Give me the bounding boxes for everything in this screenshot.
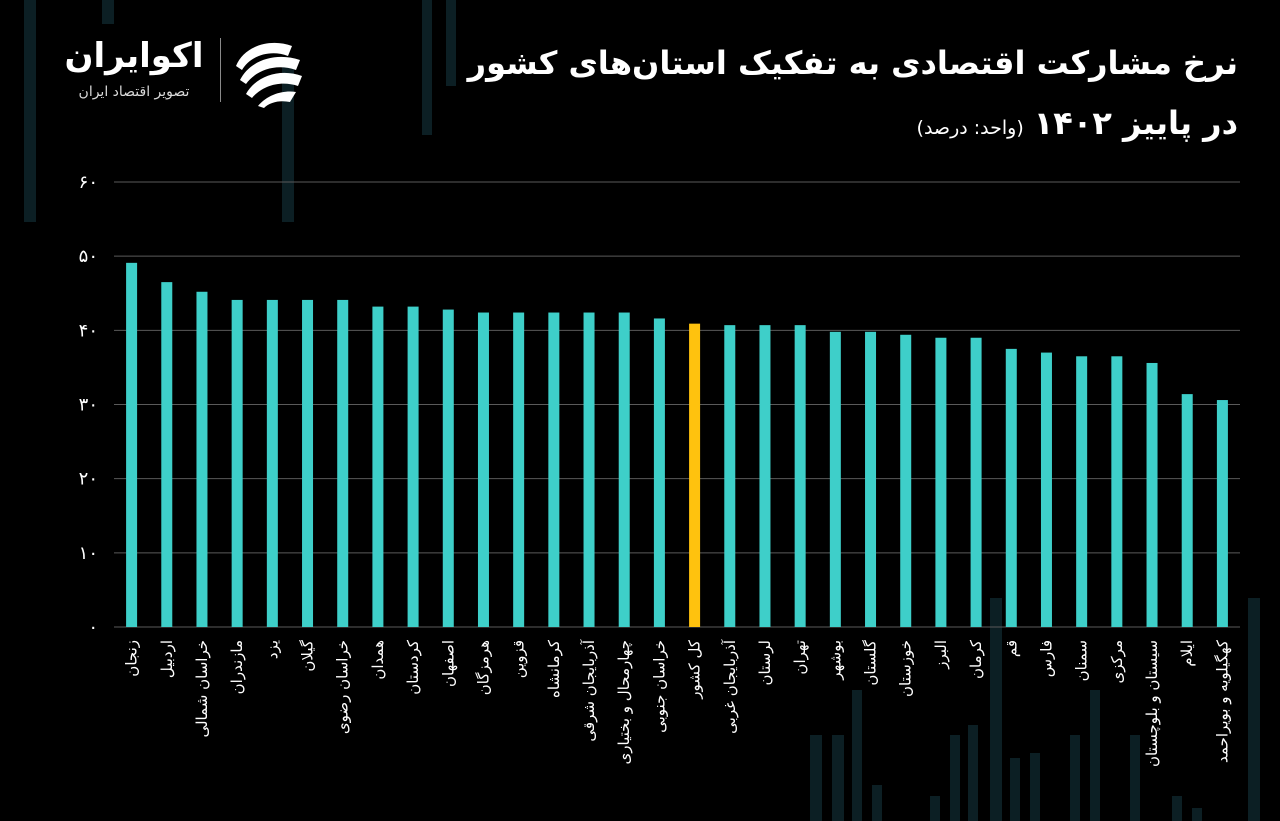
x-category-label: آذربایجان غربی — [721, 639, 739, 734]
bar — [900, 334, 912, 627]
bar — [970, 337, 982, 627]
bar — [583, 312, 595, 627]
bar — [865, 331, 877, 627]
x-category-label: خراسان رضوی — [334, 640, 352, 734]
x-category-label: کهگیلویه و بویراحمد — [1213, 639, 1231, 763]
x-category-label: البرز — [932, 640, 950, 670]
brand-name: اکوایران — [64, 36, 204, 76]
bar — [372, 306, 384, 627]
bar — [407, 306, 419, 627]
x-category-label: چهارمحال و بختیاری — [615, 640, 633, 764]
bar — [161, 282, 173, 627]
x-category-label: خراسان شمالی — [193, 640, 211, 738]
bar — [548, 312, 560, 627]
bar — [477, 312, 489, 627]
y-tick-label: ۵۰ — [79, 246, 98, 267]
bars — [126, 262, 1228, 627]
grid-lines — [114, 181, 1240, 628]
bar — [196, 291, 208, 627]
y-tick-label: ۴۰ — [79, 320, 98, 341]
chart-title-line2: در پاییز ۱۴۰۲ — [1033, 104, 1238, 142]
x-category-label: بوشهر — [826, 640, 844, 681]
x-category-label: کردستان — [404, 639, 422, 695]
bar — [442, 309, 454, 627]
x-category-label: سمنان — [1073, 640, 1091, 681]
y-tick-label: ۶۰ — [79, 172, 98, 193]
chart-unit-label: (واحد: درصد) — [916, 117, 1024, 139]
x-category-label: کرمانشاه — [545, 639, 563, 698]
bar — [302, 299, 314, 627]
bar — [724, 325, 736, 627]
x-category-label: کرمان — [967, 639, 985, 679]
x-category-label: قزوین — [510, 640, 528, 678]
bar — [1181, 394, 1193, 627]
x-category-label: گلستان — [862, 639, 880, 685]
x-category-label: ایلام — [1178, 640, 1196, 667]
x-category-label: زنجان — [123, 640, 141, 677]
bar-highlight — [689, 323, 701, 627]
bar — [794, 325, 806, 627]
x-category-label: اصفهان — [439, 640, 457, 687]
brand-subtitle: تصویر اقتصاد ایران — [78, 84, 190, 100]
x-category-label: سیستان و بلوچستان — [1143, 640, 1161, 767]
bar — [1216, 400, 1228, 627]
bar — [1111, 356, 1123, 627]
bar — [653, 318, 665, 627]
bar — [1005, 348, 1017, 627]
x-category-label: هرمزگان — [474, 640, 492, 695]
x-category-label: اردبیل — [158, 640, 176, 678]
bar — [1146, 362, 1158, 627]
x-category-label: همدان — [369, 640, 387, 680]
chart-title-line1: نرخ مشارکت اقتصادی به تفکیک استان‌های کش… — [467, 44, 1238, 82]
bar — [231, 299, 243, 627]
bar — [513, 312, 525, 627]
x-category-label: تهران — [791, 640, 809, 675]
bar — [1040, 352, 1052, 627]
chart-title-line2-wrap: در پاییز ۱۴۰۲ (واحد: درصد) — [917, 104, 1238, 142]
x-category-label: خوزستان — [897, 640, 915, 697]
x-category-label: خراسان جنوبی — [650, 640, 668, 733]
x-category-label: مازندران — [228, 640, 246, 694]
bar — [266, 299, 278, 627]
x-category-label: گیلان — [299, 639, 317, 671]
bar — [618, 312, 630, 627]
brand-divider — [220, 38, 221, 102]
bar — [126, 262, 138, 627]
x-category-label: آذربایجان شرقی — [580, 639, 598, 741]
x-category-label: مرکزی — [1108, 640, 1126, 683]
x-category-label: فارس — [1037, 640, 1055, 677]
x-category-label: قم — [1002, 640, 1020, 657]
x-category-label: لرستان — [756, 640, 774, 686]
y-axis-tick-labels: ۰ ۱۰ ۲۰ ۳۰ ۴۰ ۵۰ ۶۰ — [79, 172, 98, 638]
x-axis-category-labels: زنجان اردبیل خراسان شمالی مازندران یزد گیلان خ… — [123, 639, 1232, 767]
x-category-label: یزد — [263, 640, 281, 659]
bar — [829, 331, 841, 627]
ecoiran-logo-icon — [236, 42, 302, 108]
y-tick-label: ۲۰ — [79, 469, 98, 490]
bar — [759, 325, 771, 627]
x-category-label: کل کشور — [686, 639, 704, 700]
y-tick-label: ۱۰ — [79, 543, 98, 564]
bar — [337, 299, 349, 627]
y-tick-label: ۳۰ — [79, 395, 98, 416]
bar — [935, 337, 947, 627]
brand-block: اکوایران تصویر اقتصاد ایران — [48, 36, 318, 108]
y-tick-label: ۰ — [88, 617, 98, 638]
bar — [1076, 356, 1088, 627]
